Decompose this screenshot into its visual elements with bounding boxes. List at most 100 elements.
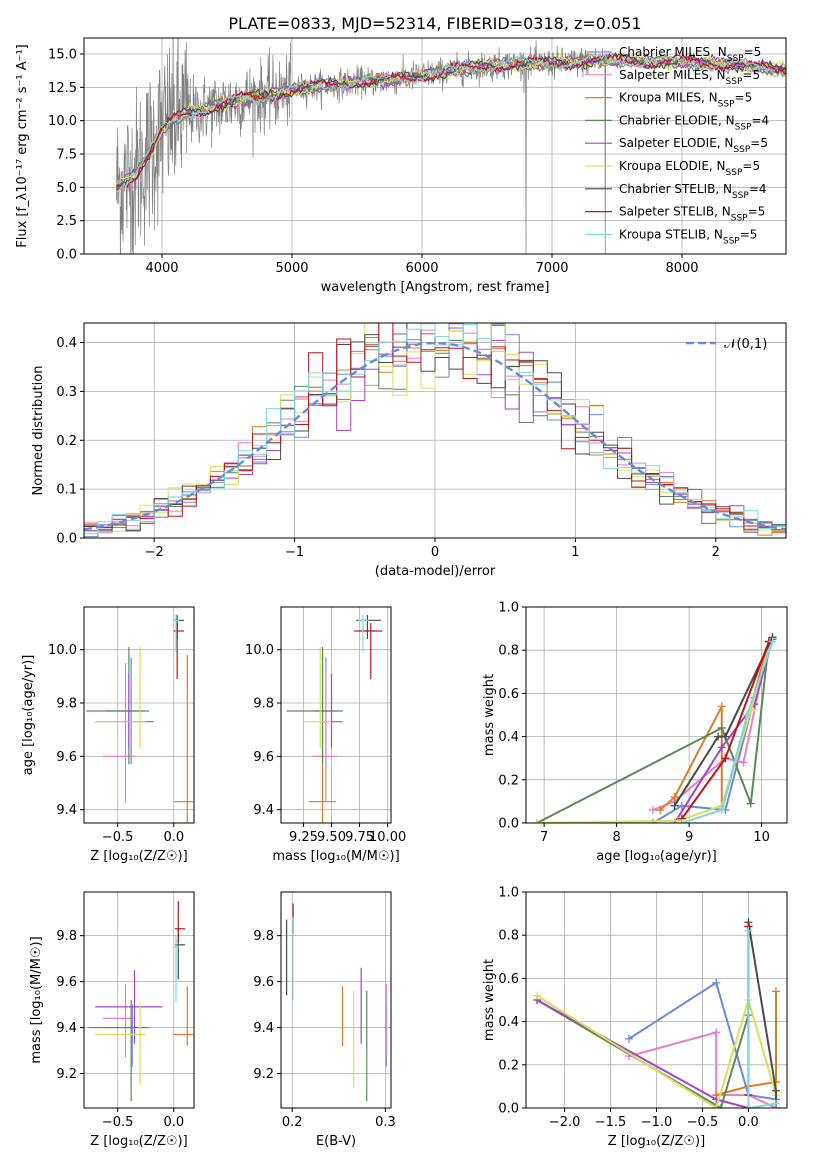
x-axis-label: wavelength [Angstrom, rest frame] <box>321 280 550 295</box>
chart-layer: 4000 5000 6000 7000 80000.02.55.07.510.012.5… <box>15 37 788 1149</box>
axes-frame <box>525 606 788 824</box>
axes-frame <box>83 606 195 824</box>
legend-entry: Chabrier STELIB, NSSP=4 <box>619 182 767 201</box>
weight-point-marker <box>533 991 542 1000</box>
x-tick-label: −0.5 <box>102 1115 134 1130</box>
y-tick-label: 1.0 <box>498 886 519 901</box>
y-axis-label: mass weight <box>482 674 497 756</box>
y-tick-label: 0.0 <box>56 532 77 547</box>
y-tick-label: 0.4 <box>498 1015 519 1030</box>
weight-point-marker <box>739 758 748 767</box>
panel-residuals: −2 −1 0 1 2 0.0 0.1 0.2 0.3 0.4 (data-model)/error… <box>31 322 787 579</box>
x-tick-label: −0.5 <box>102 830 134 845</box>
x-axis-label: (data-model)/error <box>375 564 496 579</box>
x-tick-label: 7 <box>540 830 548 845</box>
axes-frame <box>280 891 392 1109</box>
x-tick-label: 9 <box>685 830 693 845</box>
y-tick-label: 0.6 <box>498 687 519 702</box>
weight-point-marker <box>714 732 723 741</box>
legend-entry: 𝒩(0,1) <box>724 337 767 352</box>
y-tick-label: 15.0 <box>48 48 77 63</box>
panel-spectrum: 4000 5000 6000 7000 8000 0.0 2.5 5.0 7.5 10.0 12.5… <box>15 37 787 295</box>
y-tick-label: 9.6 <box>253 975 274 990</box>
plot-area-age-vs-Z <box>86 615 193 823</box>
histogram-step-line <box>84 323 786 531</box>
weight-series-line <box>628 981 777 1101</box>
y-tick-label: 10.0 <box>245 643 274 658</box>
y-tick-label: 0.0 <box>498 1102 519 1117</box>
figure-title: PLATE=0833, MJD=52314, FIBERID=0318, z=0… <box>228 14 641 33</box>
weight-point-marker <box>744 926 753 935</box>
x-tick-label: 0.2 <box>282 1115 303 1130</box>
legend-entry: Chabrier ELODIE, NSSP=4 <box>619 113 769 132</box>
y-axis-label: Flux [f_λ10⁻¹⁷ erg cm⁻² s⁻¹ A⁻¹] <box>15 44 30 248</box>
y-tick-label: 9.8 <box>253 697 274 712</box>
x-axis-label: mass [log₁₀(M/M☉)] <box>272 849 399 864</box>
y-tick-label: 9.6 <box>253 750 274 765</box>
weight-point-marker <box>677 819 686 823</box>
y-tick-label: 2.5 <box>56 214 77 229</box>
axes-frame <box>280 606 392 824</box>
weight-point-marker <box>721 732 730 741</box>
plot-area-spectrum <box>115 38 786 254</box>
weight-point-marker <box>670 793 679 802</box>
weight-point-marker <box>716 1104 725 1108</box>
x-tick-label: 0 <box>431 545 439 560</box>
x-tick-label: 8 <box>612 830 620 845</box>
panel-weight-vs-age: 7 8 9 10 0.0 0.2 0.4 0.6 0.8 1.0 age [log₁₀(age/yr… <box>482 601 788 864</box>
y-tick-label: 0.1 <box>56 483 77 498</box>
weight-series-line <box>536 994 777 1108</box>
x-axis-label: Z [log₁₀(Z/Z☉)] <box>608 1134 705 1149</box>
legend-entry: Kroupa STELIB, NSSP=5 <box>619 227 757 246</box>
y-tick-label: 0.3 <box>56 385 77 400</box>
weight-point-marker <box>717 743 726 752</box>
x-tick-label: 9.75 <box>345 830 374 845</box>
x-tick-label: −2 <box>145 545 164 560</box>
x-tick-label: 9.50 <box>317 830 346 845</box>
x-tick-label: 4000 <box>145 261 178 276</box>
y-tick-label: 12.5 <box>48 81 77 96</box>
y-tick-label: 9.6 <box>56 975 77 990</box>
weight-point-marker <box>746 799 755 808</box>
weight-series-line <box>747 930 777 1108</box>
weight-series-line <box>652 636 774 823</box>
y-tick-label: 0.2 <box>498 773 519 788</box>
weight-point-marker <box>717 723 726 732</box>
spectrum-model-line <box>116 52 786 188</box>
axes-frame <box>83 37 787 255</box>
weight-point-marker <box>771 1086 780 1095</box>
y-tick-label: 0.4 <box>498 730 519 745</box>
weight-point-marker <box>768 637 777 646</box>
y-axis-label: Normed distribution <box>31 366 46 496</box>
weight-point-marker <box>717 702 726 711</box>
x-tick-label: 10 <box>753 830 770 845</box>
x-axis-label: age [log₁₀(age/yr)] <box>596 849 717 864</box>
y-tick-label: 9.4 <box>56 803 77 818</box>
plot-area-weight-vs-Z <box>533 918 780 1108</box>
y-tick-label: 9.2 <box>253 1067 274 1082</box>
legend-entry: Salpeter ELODIE, NSSP=5 <box>619 136 768 155</box>
x-axis-label: Z [log₁₀(Z/Z☉)] <box>90 1134 187 1149</box>
weight-series-line <box>681 641 774 823</box>
x-tick-label: 9.25 <box>289 830 318 845</box>
plot-area-age-vs-mass <box>286 615 383 823</box>
panel-weight-vs-Z: −2.0 −1.5 −1.0 −0.5 0.0 0.0 0.2 0.4 0.6 0.8 1.0 Z [… <box>482 886 788 1149</box>
weight-point-marker <box>712 1104 721 1108</box>
y-tick-label: 0.0 <box>498 817 519 832</box>
x-tick-label: 7000 <box>535 261 568 276</box>
x-tick-label: 0.0 <box>163 830 184 845</box>
x-axis-label: E(B-V) <box>316 1134 356 1149</box>
legend-entry: Kroupa MILES, NSSP=5 <box>619 91 752 110</box>
y-tick-label: 1.0 <box>498 601 519 616</box>
y-tick-label: 9.8 <box>56 929 77 944</box>
y-tick-label: 0.4 <box>56 336 77 351</box>
weight-point-marker <box>532 819 541 823</box>
x-tick-label: 5000 <box>275 261 308 276</box>
plot-area-residuals <box>84 323 786 538</box>
weight-point-marker <box>624 1034 633 1043</box>
x-tick-label: 0.0 <box>163 1115 184 1130</box>
y-axis-label: age [log₁₀(age/yr)] <box>21 655 36 776</box>
gaussian-curve <box>84 341 786 531</box>
y-tick-label: 9.8 <box>56 697 77 712</box>
y-tick-label: 0.6 <box>498 972 519 987</box>
